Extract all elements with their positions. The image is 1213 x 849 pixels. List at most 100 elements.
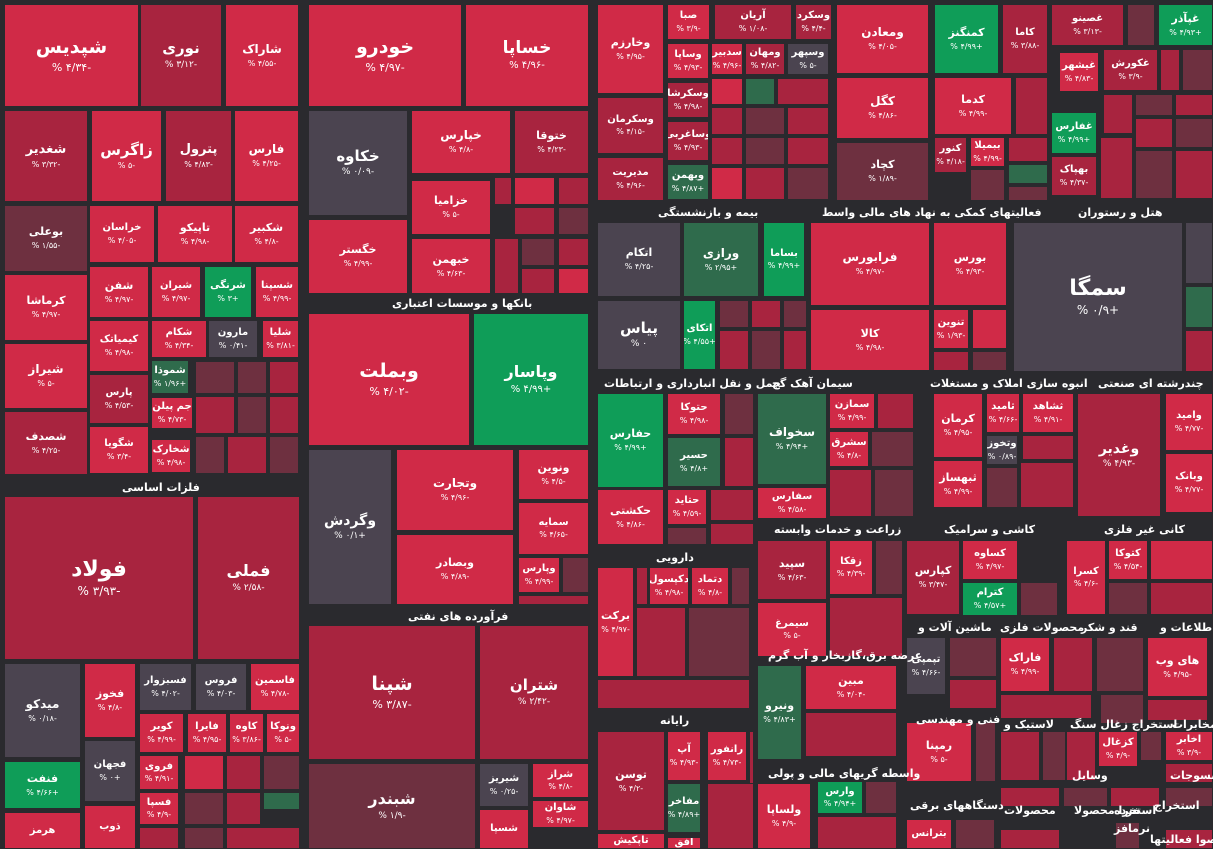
treemap-tile[interactable]: کرمان -۴/۹۵ %: [933, 393, 983, 458]
treemap-tile[interactable]: کاما -۳/۸۸ %: [1002, 4, 1048, 74]
treemap-tile[interactable]: ونیرو +۴/۸۳ %: [757, 665, 802, 760]
treemap-tile[interactable]: سمازن -۴/۹۹ %: [829, 393, 875, 429]
treemap-tile-small[interactable]: [724, 393, 754, 435]
treemap-tile-small[interactable]: [1008, 186, 1048, 201]
treemap-tile[interactable]: پترول -۴/۸۳ %: [165, 110, 232, 202]
treemap-tile[interactable]: کالا -۴/۹۸ %: [810, 309, 930, 371]
treemap-tile-small[interactable]: [877, 393, 914, 429]
treemap-tile[interactable]: کترام +۴/۵۷ %: [962, 582, 1018, 616]
treemap-tile[interactable]: فسبزوار -۴/۰۲ %: [139, 663, 192, 711]
treemap-tile-small[interactable]: [195, 436, 225, 474]
treemap-tile[interactable]: وغدیر -۴/۹۳ %: [1077, 393, 1161, 517]
treemap-tile[interactable]: کمنگنز +۴/۹۹ %: [934, 4, 999, 74]
treemap-tile[interactable]: شاراک -۴/۵۵ %: [225, 4, 299, 107]
treemap-tile-small[interactable]: [514, 177, 555, 205]
treemap-tile-small[interactable]: [875, 540, 903, 595]
treemap-tile-small[interactable]: [1175, 118, 1213, 148]
treemap-tile-small[interactable]: [1108, 582, 1148, 615]
treemap-tile-small[interactable]: [1020, 462, 1074, 508]
treemap-tile-small[interactable]: [1000, 787, 1060, 807]
treemap-tile-small[interactable]: [1100, 137, 1133, 199]
treemap-tile-small[interactable]: [1175, 150, 1213, 199]
treemap-tile[interactable]: حسیر +۴/۸ %: [667, 437, 721, 487]
treemap-tile[interactable]: تاپکیش: [597, 833, 665, 849]
treemap-tile[interactable]: حکشتی -۴/۸۶ %: [597, 489, 664, 545]
treemap-tile[interactable]: برکت -۴/۹۷ %: [597, 567, 634, 677]
treemap-tile-small[interactable]: [521, 268, 555, 294]
treemap-tile[interactable]: ومهان -۴/۸۲ %: [745, 43, 785, 75]
treemap-tile[interactable]: غکورش -۳/۹ %: [1103, 49, 1158, 91]
treemap-tile[interactable]: غصینو -۳/۱۳ %: [1051, 4, 1124, 46]
treemap-tile-small[interactable]: [1000, 694, 1092, 719]
treemap-tile-small[interactable]: [874, 469, 914, 517]
treemap-tile[interactable]: بترانس: [906, 819, 952, 849]
treemap-tile[interactable]: سپید -۴/۶۳ %: [757, 540, 827, 600]
treemap-tile[interactable]: خپارس -۴/۸ %: [411, 110, 511, 174]
treemap-tile-small[interactable]: [1100, 694, 1144, 724]
treemap-tile[interactable]: رانفور -۴/۷۳ %: [707, 731, 747, 781]
treemap-tile[interactable]: کپارس -۳/۴۷ %: [906, 540, 960, 615]
treemap-tile-small[interactable]: [711, 167, 743, 200]
treemap-tile-small[interactable]: [237, 396, 267, 434]
treemap-tile-small[interactable]: [1103, 94, 1133, 134]
treemap-tile-small[interactable]: [1185, 330, 1213, 372]
treemap-tile[interactable]: کتوکا -۴/۵۴ %: [1108, 540, 1148, 580]
treemap-tile-small[interactable]: [226, 827, 300, 849]
treemap-tile-small[interactable]: [1127, 4, 1155, 46]
treemap-tile-small[interactable]: [933, 351, 969, 371]
treemap-tile-small[interactable]: [745, 107, 785, 135]
treemap-tile-small[interactable]: [269, 396, 299, 434]
treemap-tile-small[interactable]: [710, 489, 754, 521]
treemap-tile-small[interactable]: [226, 792, 261, 825]
treemap-tile[interactable]: زقکا -۴/۳۹ %: [829, 540, 873, 595]
treemap-tile[interactable]: حفارس +۴/۹۹ %: [597, 393, 664, 488]
treemap-tile[interactable]: شفن -۴/۹۷ %: [89, 266, 149, 318]
treemap-tile-small[interactable]: [184, 827, 224, 849]
treemap-tile-small[interactable]: [787, 137, 829, 165]
treemap-tile-small[interactable]: [1150, 582, 1213, 615]
treemap-tile-small[interactable]: [1135, 118, 1173, 148]
treemap-tile[interactable]: اتکای +۴/۵۵ %: [683, 300, 716, 370]
treemap-tile[interactable]: شکبیر -۴/۸ %: [234, 205, 299, 263]
treemap-tile[interactable]: کنور -۴/۱۸ %: [934, 137, 967, 173]
treemap-tile[interactable]: تاپیکو -۴/۹۸ %: [157, 205, 233, 263]
treemap-tile[interactable]: شسپا: [479, 809, 529, 849]
treemap-tile[interactable]: توسن -۴/۲ %: [597, 731, 665, 831]
treemap-tile[interactable]: سمگا +۰/۹ %: [1013, 222, 1183, 372]
treemap-tile[interactable]: سخواف +۴/۹۴ %: [757, 393, 827, 485]
treemap-tile[interactable]: سدبیر -۴/۹۶ %: [711, 43, 743, 75]
treemap-tile-small[interactable]: [263, 792, 300, 810]
treemap-tile[interactable]: مارون -۰/۴۱ %: [208, 320, 258, 358]
treemap-tile[interactable]: کزغال -۴/۹ %: [1098, 731, 1138, 767]
treemap-tile[interactable]: دکپسول -۴/۹۸ %: [649, 567, 689, 605]
treemap-tile[interactable]: پارس -۴/۵۳ %: [89, 374, 149, 424]
treemap-tile[interactable]: مدیریت -۴/۹۶ %: [597, 157, 664, 201]
treemap-tile[interactable]: شسپنا -۴/۹۹ %: [255, 266, 299, 318]
treemap-tile[interactable]: سیمرغ -۵ %: [757, 602, 827, 657]
treemap-tile-small[interactable]: [514, 207, 555, 235]
treemap-tile[interactable]: بساما +۴/۹۹ %: [763, 222, 805, 297]
treemap-tile[interactable]: وخارزم -۴/۹۵ %: [597, 4, 664, 94]
treemap-tile-small[interactable]: [1182, 49, 1213, 91]
treemap-tile-small[interactable]: [1150, 540, 1213, 580]
treemap-tile-small[interactable]: [783, 330, 807, 370]
treemap-tile[interactable]: شصدف -۴/۲۵ %: [4, 411, 88, 475]
treemap-tile[interactable]: مفاخر +۴/۸۹ %: [667, 783, 701, 833]
treemap-tile-small[interactable]: [719, 330, 749, 370]
treemap-tile[interactable]: کساوه -۴/۹۷ %: [962, 540, 1018, 580]
treemap-tile-small[interactable]: [1066, 731, 1096, 781]
treemap-tile-small[interactable]: [1140, 731, 1162, 761]
treemap-tile[interactable]: شرنگی +۳ %: [204, 266, 252, 318]
treemap-tile[interactable]: مبین -۴/۰۴ %: [805, 665, 897, 710]
treemap-tile-small[interactable]: [1096, 637, 1144, 692]
treemap-tile-small[interactable]: [787, 167, 829, 200]
treemap-tile-small[interactable]: [558, 268, 589, 294]
treemap-tile[interactable]: ببمیلا -۴/۹۹ %: [970, 137, 1005, 167]
treemap-tile[interactable]: وسکرشا -۴/۹۸ %: [667, 82, 709, 118]
treemap-tile[interactable]: وپاسار +۴/۹۹ %: [473, 313, 589, 446]
treemap-tile[interactable]: شخارک -۴/۹۸ %: [151, 439, 191, 473]
treemap-tile[interactable]: فرابورس -۴/۹۷ %: [810, 222, 930, 306]
treemap-tile[interactable]: نوری -۳/۱۲ %: [140, 4, 222, 107]
treemap-tile[interactable]: اتکام -۴/۲۵ %: [597, 222, 681, 297]
treemap-tile[interactable]: خکاوه -۰/۰۹ %: [308, 110, 408, 216]
